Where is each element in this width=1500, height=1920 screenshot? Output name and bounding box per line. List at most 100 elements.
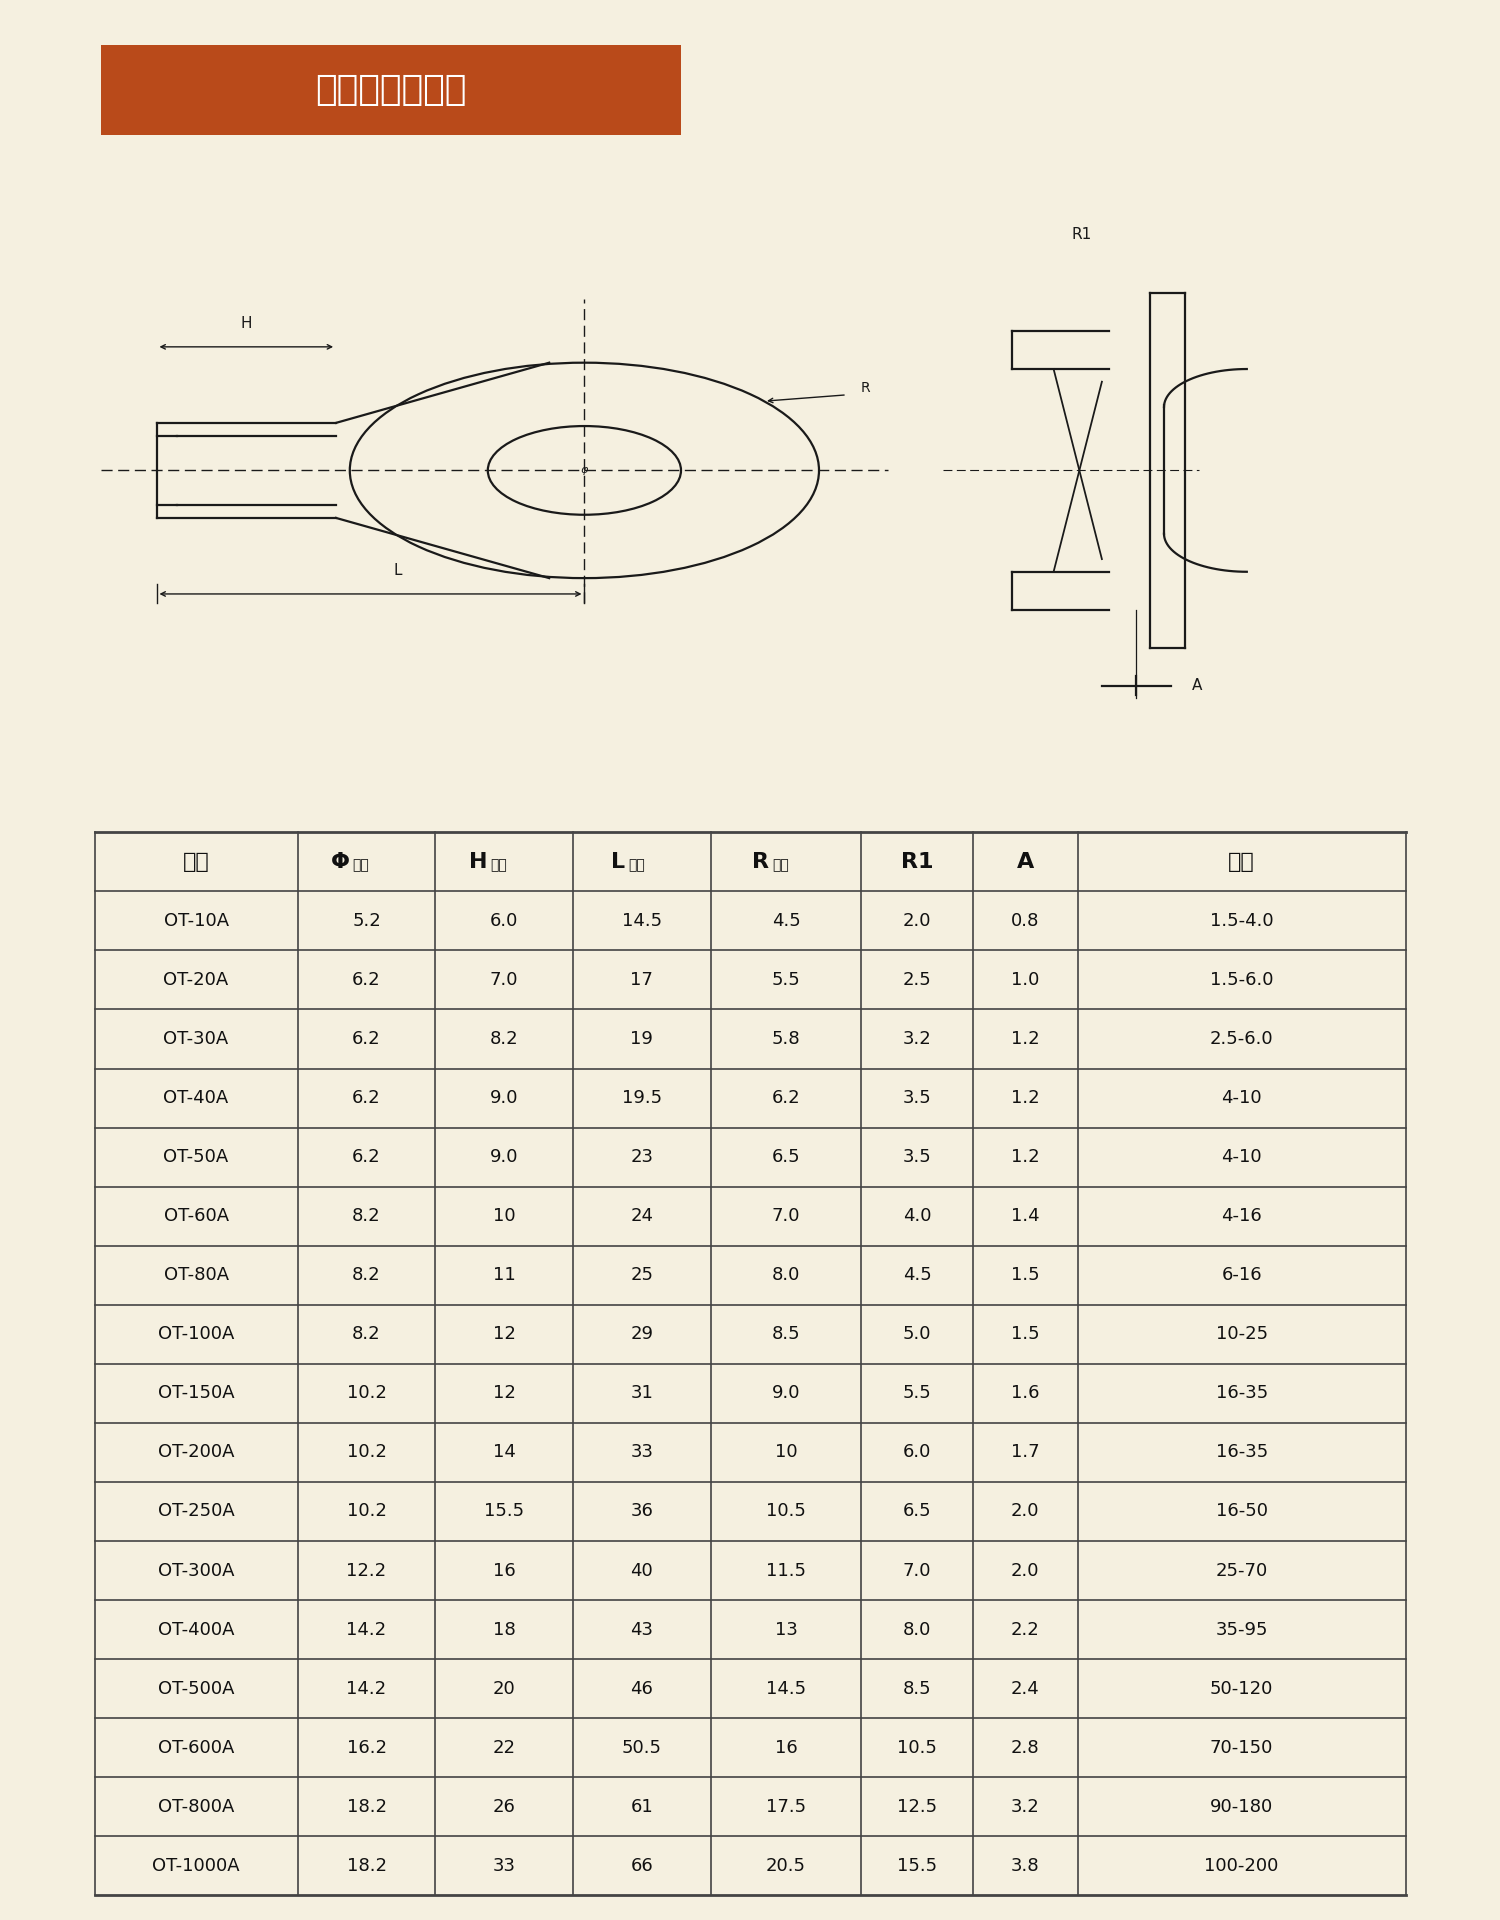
Text: OT-1000A: OT-1000A: [153, 1857, 240, 1874]
Text: 1.2: 1.2: [1011, 1029, 1040, 1048]
Text: R1: R1: [1071, 227, 1092, 242]
Text: 17.5: 17.5: [766, 1797, 806, 1816]
Text: 10.2: 10.2: [346, 1444, 387, 1461]
Text: OT-150A: OT-150A: [158, 1384, 234, 1402]
Text: OT-800A: OT-800A: [158, 1797, 234, 1816]
Text: 8.2: 8.2: [352, 1265, 381, 1284]
Text: OT-40A: OT-40A: [164, 1089, 228, 1108]
Text: 8.2: 8.2: [352, 1325, 381, 1344]
Text: 6.0: 6.0: [490, 912, 519, 929]
Text: 24: 24: [630, 1208, 654, 1225]
Text: 35-95: 35-95: [1215, 1620, 1267, 1638]
Text: 1.0: 1.0: [1011, 972, 1040, 989]
Text: 8.0: 8.0: [903, 1620, 932, 1638]
Text: 总长: 总长: [628, 858, 645, 872]
Text: L: L: [394, 563, 402, 578]
Text: 12.5: 12.5: [897, 1797, 938, 1816]
Text: 5.0: 5.0: [903, 1325, 932, 1344]
Text: 10.5: 10.5: [766, 1503, 806, 1521]
Text: 2.4: 2.4: [1011, 1680, 1040, 1697]
Text: OT-400A: OT-400A: [158, 1620, 234, 1638]
Text: 10-25: 10-25: [1215, 1325, 1267, 1344]
Text: 3.8: 3.8: [1011, 1857, 1040, 1874]
Text: 5.5: 5.5: [903, 1384, 932, 1402]
Text: 18: 18: [494, 1620, 516, 1638]
Text: 4.0: 4.0: [903, 1208, 932, 1225]
Text: OT-250A: OT-250A: [158, 1503, 234, 1521]
Text: 16-35: 16-35: [1215, 1384, 1267, 1402]
Text: 6-16: 6-16: [1221, 1265, 1262, 1284]
Text: OT-500A: OT-500A: [158, 1680, 234, 1697]
Text: A: A: [1017, 852, 1034, 872]
Text: 4-10: 4-10: [1221, 1148, 1262, 1165]
Text: 19: 19: [630, 1029, 654, 1048]
Text: 4.5: 4.5: [903, 1265, 932, 1284]
Text: 1.4: 1.4: [1011, 1208, 1040, 1225]
Text: 10: 10: [774, 1444, 798, 1461]
Text: A: A: [1191, 678, 1202, 693]
Text: R1: R1: [902, 852, 933, 872]
Text: 13: 13: [774, 1620, 798, 1638]
Text: 8.5: 8.5: [903, 1680, 932, 1697]
Text: 8.5: 8.5: [771, 1325, 801, 1344]
Text: 1.5: 1.5: [1011, 1265, 1040, 1284]
Text: 20: 20: [494, 1680, 516, 1697]
Text: R: R: [753, 852, 770, 872]
Text: 16: 16: [774, 1740, 798, 1757]
Text: 7.0: 7.0: [903, 1561, 932, 1580]
Text: 29: 29: [630, 1325, 654, 1344]
Text: 7.0: 7.0: [490, 972, 519, 989]
Text: 1.2: 1.2: [1011, 1148, 1040, 1165]
Text: OT-30A: OT-30A: [164, 1029, 228, 1048]
Text: 20.5: 20.5: [766, 1857, 806, 1874]
Text: 14: 14: [492, 1444, 516, 1461]
Text: 1.6: 1.6: [1011, 1384, 1040, 1402]
Text: 6.2: 6.2: [352, 972, 381, 989]
Text: 12: 12: [492, 1325, 516, 1344]
Text: H: H: [470, 852, 488, 872]
Text: 26: 26: [492, 1797, 516, 1816]
Text: 14.2: 14.2: [346, 1680, 387, 1697]
Text: 6.5: 6.5: [903, 1503, 932, 1521]
Text: 内孔: 内孔: [352, 858, 369, 872]
Text: 4.5: 4.5: [771, 912, 801, 929]
Text: R: R: [861, 382, 870, 396]
Text: 3.5: 3.5: [903, 1148, 932, 1165]
Text: 3.2: 3.2: [1011, 1797, 1040, 1816]
Text: 6.2: 6.2: [352, 1148, 381, 1165]
Text: 16.2: 16.2: [346, 1740, 387, 1757]
Text: 22: 22: [492, 1740, 516, 1757]
Text: Φ: Φ: [332, 852, 350, 872]
Text: 型号: 型号: [183, 852, 210, 872]
Text: 7.0: 7.0: [772, 1208, 801, 1225]
Text: 9.0: 9.0: [490, 1148, 519, 1165]
Text: 2.5-6.0: 2.5-6.0: [1210, 1029, 1274, 1048]
Text: 1.5-4.0: 1.5-4.0: [1210, 912, 1274, 929]
Text: 43: 43: [630, 1620, 654, 1638]
Text: 50.5: 50.5: [622, 1740, 662, 1757]
Text: 16-50: 16-50: [1215, 1503, 1267, 1521]
Text: 19.5: 19.5: [622, 1089, 662, 1108]
Text: 14.5: 14.5: [622, 912, 662, 929]
Text: 9.0: 9.0: [490, 1089, 519, 1108]
Text: 8.2: 8.2: [352, 1208, 381, 1225]
Text: 型号尺寸说明：: 型号尺寸说明：: [315, 73, 466, 108]
Text: 4-16: 4-16: [1221, 1208, 1262, 1225]
Text: 10: 10: [494, 1208, 516, 1225]
Text: 61: 61: [630, 1797, 652, 1816]
Text: 25: 25: [630, 1265, 654, 1284]
Text: 6.0: 6.0: [903, 1444, 932, 1461]
Text: 12: 12: [492, 1384, 516, 1402]
FancyBboxPatch shape: [102, 44, 681, 134]
Text: 8.0: 8.0: [772, 1265, 800, 1284]
Text: 46: 46: [630, 1680, 654, 1697]
Text: 14.5: 14.5: [766, 1680, 806, 1697]
Text: 40: 40: [630, 1561, 652, 1580]
Text: 3.5: 3.5: [903, 1089, 932, 1108]
Text: 10.2: 10.2: [346, 1503, 387, 1521]
Text: 100-200: 100-200: [1204, 1857, 1280, 1874]
Text: L: L: [610, 852, 626, 872]
Text: 6.2: 6.2: [352, 1029, 381, 1048]
Text: 2.5: 2.5: [903, 972, 932, 989]
Text: OT-80A: OT-80A: [164, 1265, 228, 1284]
